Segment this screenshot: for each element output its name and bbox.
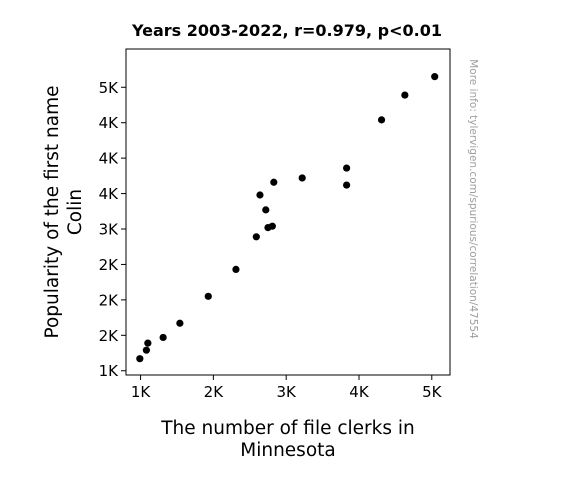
data-point: [431, 73, 439, 81]
x-tick-label: 5K: [422, 383, 443, 401]
y-tick-label: 4K: [99, 114, 120, 132]
data-point: [136, 355, 144, 363]
x-tick-label: 3K: [276, 383, 297, 401]
data-point: [176, 319, 184, 327]
y-tick-label: 4K: [99, 185, 120, 203]
data-point: [343, 181, 351, 189]
data-point: [256, 191, 264, 199]
x-axis: 1K 2K 3K 4K 5K: [131, 375, 443, 401]
x-tick-label: 1K: [131, 383, 152, 401]
data-point: [401, 91, 409, 99]
data-point: [298, 174, 306, 182]
data-point: [270, 178, 278, 186]
y-axis: 1K 2K 2K 2K 3K 4K 4K 4K 5K: [99, 79, 126, 380]
data-point: [252, 233, 260, 241]
x-tick-label: 2K: [204, 383, 225, 401]
y-tick-label: 2K: [99, 327, 120, 345]
data-point: [142, 346, 150, 354]
x-axis-label-line-2: Minnesota: [240, 440, 335, 461]
data-point: [204, 292, 212, 300]
data-point: [144, 339, 152, 347]
data-point: [232, 265, 240, 274]
source-watermark: More info: tylervigen.com/spurious/corre…: [467, 59, 479, 339]
data-point: [262, 206, 270, 214]
chart-title: Years 2003-2022, r=0.979, p<0.01: [131, 21, 442, 40]
plot-area-frame: [125, 48, 451, 376]
y-tick-label: 4K: [99, 150, 120, 168]
data-points: [136, 73, 439, 363]
y-axis-label-line-2: Colin: [65, 189, 86, 235]
y-tick-label: 5K: [99, 79, 120, 97]
y-tick-label: 3K: [99, 221, 120, 239]
x-tick-label: 4K: [349, 383, 370, 401]
y-tick-label: 2K: [99, 256, 120, 274]
y-axis-label-line-1: Popularity of the first name: [42, 85, 63, 338]
data-point: [343, 164, 351, 172]
x-axis-label-line-1: The number of file clerks in: [160, 418, 415, 439]
data-point: [268, 222, 276, 230]
data-point: [159, 333, 167, 342]
y-tick-label: 2K: [99, 291, 120, 309]
data-point: [377, 116, 386, 124]
y-tick-label: 1K: [99, 362, 120, 380]
